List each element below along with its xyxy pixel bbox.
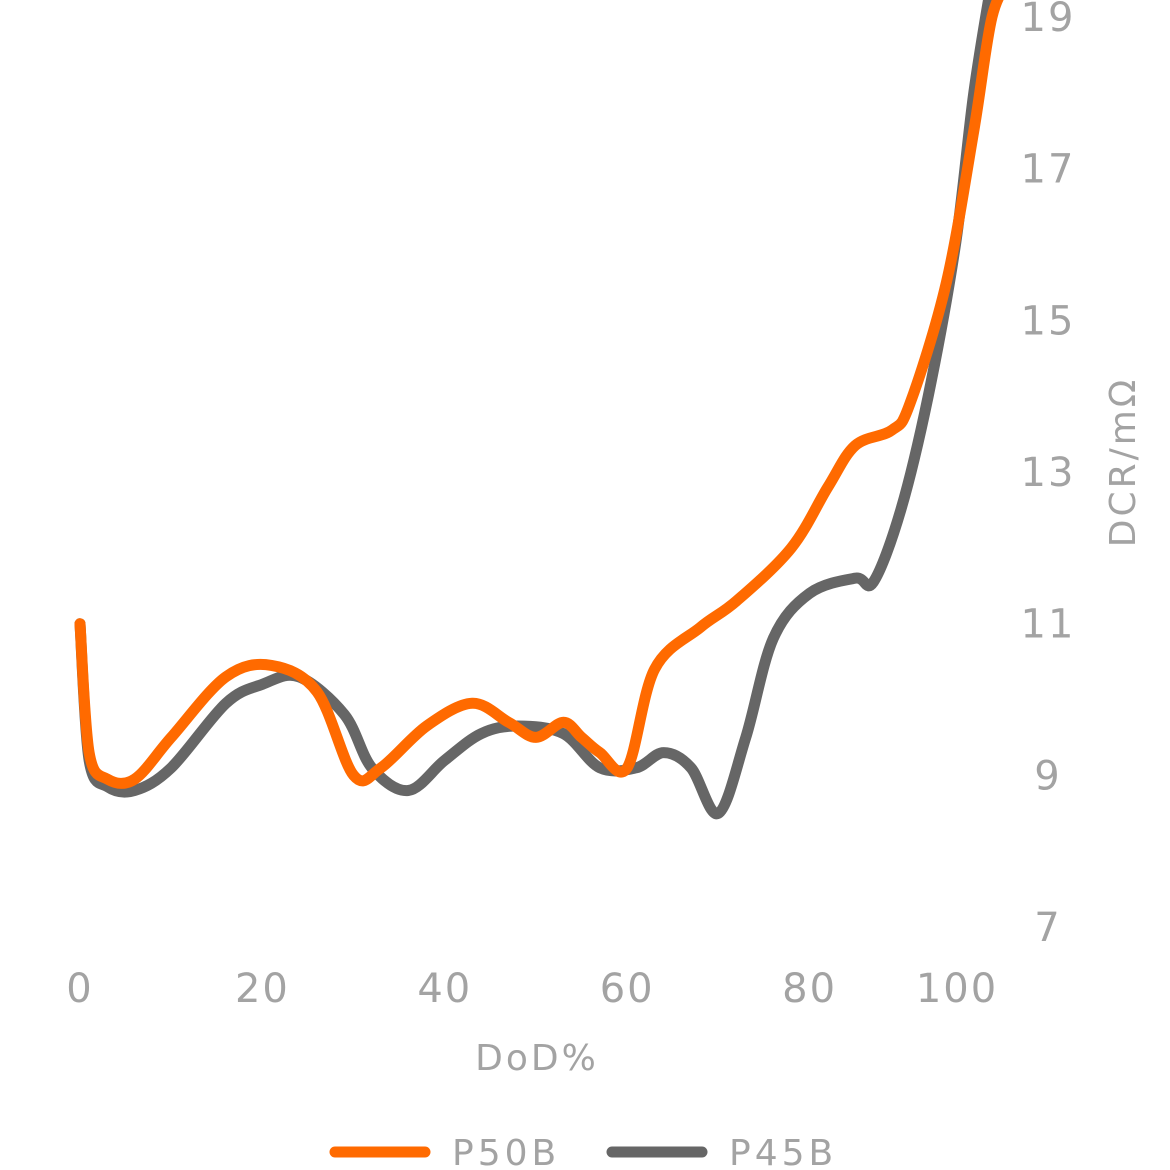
legend-label: P50B (452, 1133, 560, 1170)
y-axis-ticks: 7 9 11 13 15 17 19 (1021, 0, 1076, 951)
x-axis-ticks: 0 20 40 60 80 100 (66, 966, 998, 1012)
series-line-p50b (74, 0, 1004, 789)
x-tick-label: 100 (916, 966, 998, 1012)
x-tick-label: 60 (600, 966, 655, 1012)
y-tick-label: 19 (1021, 0, 1076, 41)
y-tick-label: 13 (1021, 450, 1076, 496)
y-tick-label: 9 (1034, 753, 1061, 799)
x-tick-label: 20 (235, 966, 290, 1012)
legend-item-p50b: P50B (329, 1133, 560, 1170)
y-tick-label: 11 (1021, 602, 1076, 648)
legend-item-p45b: P45B (606, 1133, 837, 1170)
x-tick-label: 80 (782, 966, 837, 1012)
x-axis-title: DoD% (475, 1038, 599, 1079)
series-layer (74, 0, 1004, 819)
y-tick-label: 7 (1034, 905, 1061, 951)
legend: P50B P45B (329, 1133, 837, 1170)
legend-label: P45B (729, 1133, 837, 1170)
x-tick-label: 40 (417, 966, 472, 1012)
y-tick-label: 15 (1021, 298, 1076, 344)
y-tick-label: 17 (1021, 147, 1076, 193)
x-tick-label: 0 (66, 966, 93, 1012)
y-axis-title: DCR/mΩ (1103, 377, 1144, 548)
